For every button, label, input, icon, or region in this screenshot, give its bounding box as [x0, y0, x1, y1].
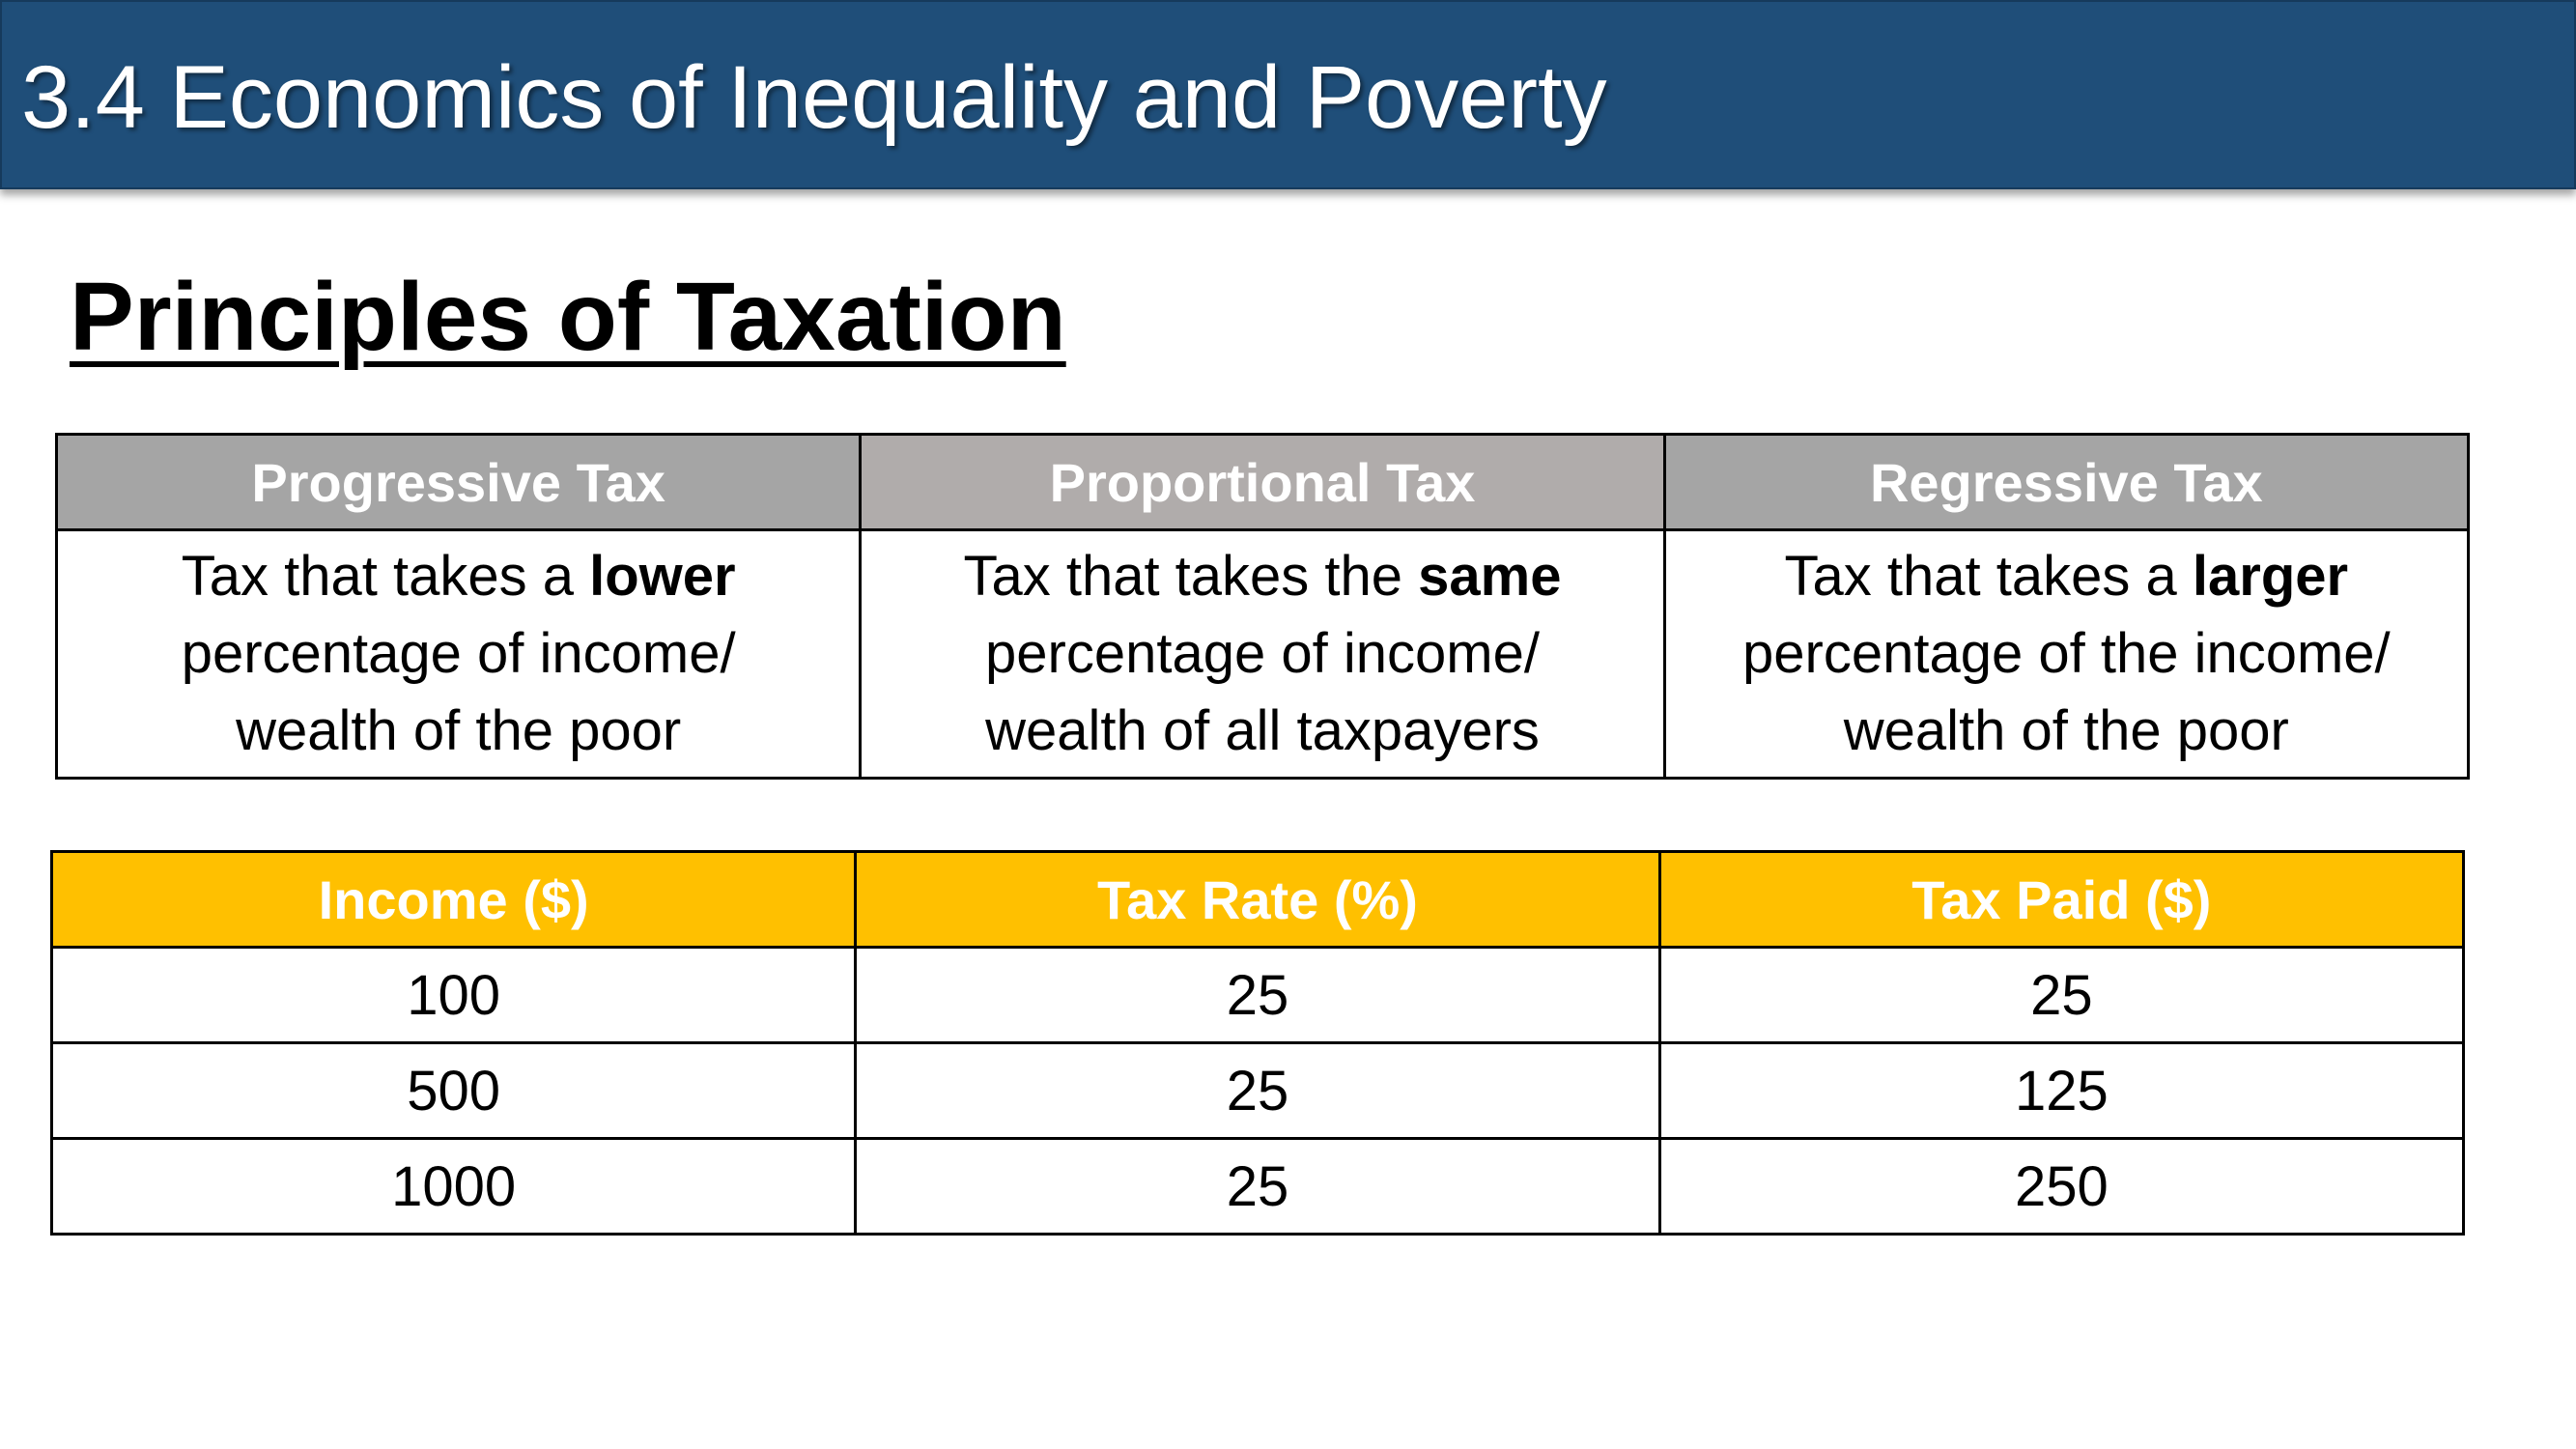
table-row: 1000 25 250 — [49, 1137, 2466, 1236]
definition-text: wealth of the poor — [1843, 699, 2289, 762]
definition-text: Tax that takes a — [1784, 545, 2193, 608]
column-header-tax-paid: Tax Paid ($) — [1657, 850, 2466, 949]
tax-rate-cell: 25 — [854, 946, 1661, 1044]
definition-progressive: Tax that takes a lower percentage of inc… — [54, 528, 863, 780]
title-bar: 3.4 Economics of Inequality and Poverty — [0, 0, 2576, 189]
table-row: Tax that takes a lower percentage of inc… — [54, 528, 2471, 780]
table-row: 500 25 125 — [49, 1041, 2466, 1140]
table-header-row: Progressive Tax Proportional Tax Regress… — [54, 433, 2471, 531]
definition-regressive: Tax that takes a larger percentage of th… — [1662, 528, 2471, 780]
tax-example-table: Income ($) Tax Rate (%) Tax Paid ($) 100… — [49, 850, 2466, 1236]
definition-proportional: Tax that takes the same percentage of in… — [859, 528, 1666, 780]
section-heading: Principles of Taxation — [70, 263, 1066, 371]
income-cell: 1000 — [49, 1137, 858, 1236]
income-cell: 500 — [49, 1041, 858, 1140]
definition-text: Tax that takes the — [963, 545, 1419, 608]
definition-emphasis: lower — [589, 545, 736, 608]
table-header-row: Income ($) Tax Rate (%) Tax Paid ($) — [49, 850, 2466, 949]
column-header-progressive: Progressive Tax — [54, 433, 863, 531]
tax-rate-cell: 25 — [854, 1137, 1661, 1236]
income-cell: 100 — [49, 946, 858, 1044]
tax-paid-cell: 125 — [1657, 1041, 2466, 1140]
slide-title: 3.4 Economics of Inequality and Poverty — [21, 48, 1607, 147]
table-row: 100 25 25 — [49, 946, 2466, 1044]
tax-types-table: Progressive Tax Proportional Tax Regress… — [54, 433, 2471, 780]
definition-emphasis: same — [1418, 545, 1562, 608]
column-header-income: Income ($) — [49, 850, 858, 949]
definition-emphasis: larger — [2192, 545, 2349, 608]
definition-text: wealth of the poor — [236, 699, 682, 762]
tax-paid-cell: 250 — [1657, 1137, 2466, 1236]
definition-text: percentage of income/ — [181, 622, 736, 685]
column-header-proportional: Proportional Tax — [859, 433, 1666, 531]
tax-rate-cell: 25 — [854, 1041, 1661, 1140]
definition-text: Tax that takes a — [181, 545, 590, 608]
definition-text: percentage of income/ — [985, 622, 1540, 685]
column-header-regressive: Regressive Tax — [1662, 433, 2471, 531]
tax-paid-cell: 25 — [1657, 946, 2466, 1044]
definition-text: wealth of all taxpayers — [985, 699, 1540, 762]
definition-text: percentage of the income/ — [1742, 622, 2391, 685]
column-header-tax-rate: Tax Rate (%) — [854, 850, 1661, 949]
